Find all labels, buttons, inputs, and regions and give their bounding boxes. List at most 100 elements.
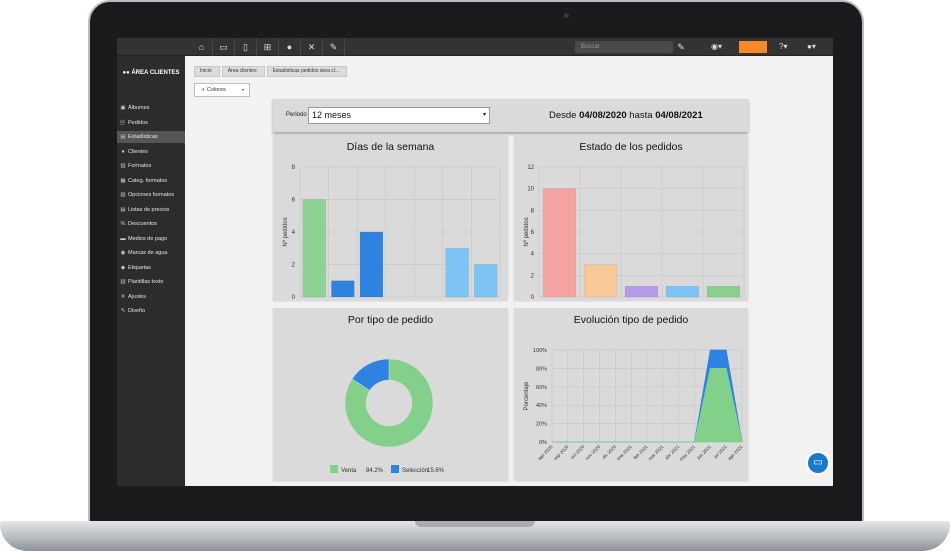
sidebar-item-label: Categ. formatos	[128, 177, 168, 184]
sidebar-item-categ-formatos[interactable]: ▦ Categ. formatos	[117, 175, 185, 187]
laptop-notch	[415, 521, 535, 527]
sidebar-item-label: Álbumes	[128, 105, 150, 111]
y-tick-label: 2	[531, 273, 535, 279]
legend-swatch	[330, 465, 338, 473]
search-input[interactable]: Buscar	[575, 41, 673, 53]
y-axis-label: Porcentaje	[524, 381, 530, 410]
y-tick-label: 0%	[539, 440, 547, 446]
tag-icon: ◆	[120, 264, 126, 271]
sidebar-item-label: Formatos	[128, 163, 152, 169]
legend-value: 84,2%	[366, 468, 384, 474]
breadcrumb-area-clientes[interactable]: Área clientes	[221, 66, 265, 77]
sidebar-item-diseño[interactable]: ✎ Diseño	[117, 305, 185, 317]
sidebar-item-álbumes[interactable]: ▣ Álbumes	[117, 102, 185, 114]
status-chart-title: Estado de los pedidos	[579, 141, 683, 153]
options-icon: ▧	[120, 192, 126, 198]
bar	[542, 188, 577, 298]
help-icon[interactable]: ?▾	[779, 42, 788, 51]
user-menu-icon[interactable]: ●▾	[807, 42, 816, 51]
sidebar-item-medios-de-pago[interactable]: ▬ Medios de pago	[117, 233, 185, 245]
period-label: Periodo	[286, 112, 307, 118]
palette-icon: ◐	[202, 87, 207, 93]
y-tick-label: 100%	[533, 348, 547, 354]
y-tick-label: 8	[292, 165, 296, 171]
sidebar-item-formatos[interactable]: ▥ Formatos	[117, 160, 185, 172]
x-tick-label: ago 2020	[537, 444, 554, 461]
user-icon: ●	[121, 148, 125, 155]
users-icon[interactable]: ●	[279, 38, 301, 56]
weekday-bar-chart: 02468lunmarmiéjueviesábdomNº pedidos	[282, 165, 501, 300]
stats-icon: ▤	[120, 134, 126, 140]
period-filter-panel: Periodo 12 meses ▾ Desde 04/08/2020 hasta…	[273, 99, 748, 132]
y-tick-label: 80%	[536, 366, 547, 372]
sidebar-item-label: Estadísticas	[128, 134, 158, 140]
sidebar-item-label: Opciones formatos	[128, 192, 175, 198]
monitor-icon[interactable]: ▭	[213, 38, 235, 56]
sidebar-item-listas-de-precios[interactable]: ▤ Listas de precios	[117, 204, 185, 216]
period-select[interactable]: 12 meses ▾	[308, 107, 490, 124]
x-tick-label: mar 2021	[647, 444, 665, 462]
users-brand-icon: ●●	[122, 70, 132, 76]
y-axis-label: Nº pedidos	[523, 217, 530, 246]
document-icon[interactable]: ▯	[235, 38, 257, 56]
y-tick-label: 12	[527, 165, 534, 171]
design-icon: ✎	[120, 308, 126, 314]
bar	[474, 264, 498, 298]
sidebar-item-descuentos[interactable]: % Descuentos	[117, 218, 185, 230]
chevron-down-icon: ▾	[482, 112, 486, 118]
discount-icon: %	[120, 221, 126, 227]
y-tick-label: 6	[531, 230, 535, 236]
format-icon: ▥	[120, 163, 126, 169]
bar	[445, 248, 469, 298]
chat-icon: ▭	[813, 457, 823, 468]
pie-slice	[351, 358, 390, 391]
y-tick-label: 40%	[536, 403, 547, 409]
sidebar-item-opciones-formatos[interactable]: ▧ Opciones formatos	[117, 189, 185, 201]
weekday-chart-title: Días de la semana	[346, 141, 435, 153]
sidebar-item-estadísticas[interactable]: ▤ Estadísticas	[117, 131, 185, 143]
colors-button[interactable]: ◐ Colores ▾	[194, 83, 250, 97]
sidebar-item-label: Listas de precios	[128, 206, 170, 213]
sidebar-item-clientes[interactable]: ● Clientes	[117, 146, 185, 158]
legend-value: 15,8%	[427, 468, 445, 474]
sidebar: ●● ÁREA CLIENTES ▣ Álbumes 🛒 Pedidos ▤ Estadí…	[117, 56, 185, 486]
bar	[665, 285, 700, 298]
date-range: Desde 04/08/2020 hasta 04/08/2021	[549, 110, 703, 121]
y-tick-label: 8	[531, 208, 535, 214]
x-tick-label: nov 2020	[584, 444, 601, 461]
template-icon: ▥	[120, 279, 126, 285]
type-chart-card: Por tipo de pedido Venta 84,2% Selección 15…	[273, 308, 508, 480]
wrench-icon[interactable]: ✎	[677, 42, 685, 52]
breadcrumb-inicio[interactable]: Inicio	[194, 66, 220, 77]
y-tick-label: 60%	[536, 385, 547, 391]
home-icon[interactable]: ⌂	[191, 38, 213, 56]
sidebar-item-etiquetas[interactable]: ◆ Etiquetas	[117, 262, 185, 274]
sidebar-item-label: Medios de pago	[128, 235, 168, 242]
eye-icon[interactable]: ◉▾	[711, 42, 722, 51]
status-bar-chart: 024681012Pendiente cobroCobradoPendiente…	[523, 165, 745, 300]
pie-slice	[344, 358, 434, 448]
sidebar-item-pedidos[interactable]: 🛒 Pedidos	[117, 117, 185, 129]
caret-down-icon: ▾	[241, 87, 244, 92]
evolution-chart-card: Evolución tipo de pedido 0% 20% 40% 60% 80% 1…	[514, 308, 748, 480]
orange-action-button[interactable]	[739, 41, 767, 53]
status-chart-card: Estado de los pedidos 024681012Pendiente…	[514, 135, 748, 300]
legend-swatch	[391, 465, 399, 473]
breadcrumb-current: Estadísticas pedidos área cl...	[266, 66, 348, 77]
chat-button[interactable]: ▭	[806, 451, 830, 475]
tools-icon[interactable]: ✕	[301, 38, 323, 56]
brush-icon[interactable]: ✎	[323, 38, 345, 56]
top-toolbar: ⌂ ▭ ▯ ⊞ ● ✕ ✎ Buscar ✎ ◉▾ ?▾ ●▾	[117, 38, 833, 56]
sidebar-item-ajustes[interactable]: ✕ Ajustes	[117, 291, 185, 303]
type-chart-title: Por tipo de pedido	[347, 314, 434, 326]
basket-icon[interactable]: ⊞	[257, 38, 279, 56]
sidebar-item-plantillas-texto[interactable]: ▥ Plantillas texto	[117, 276, 185, 288]
y-tick-label: 4	[292, 230, 296, 236]
bar	[624, 285, 659, 298]
sidebar-item-marcas-de-agua[interactable]: ◉ Marcas de agua	[117, 247, 185, 259]
category-icon: ▦	[120, 177, 126, 184]
sidebar-item-label: Clientes	[128, 148, 148, 155]
cart-icon: 🛒	[119, 119, 127, 126]
